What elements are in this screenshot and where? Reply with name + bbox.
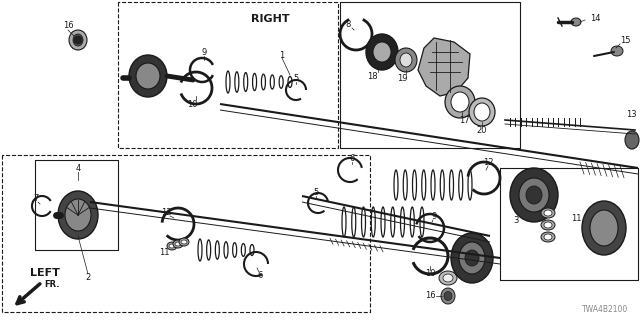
Ellipse shape	[444, 292, 452, 300]
Ellipse shape	[73, 34, 83, 46]
Ellipse shape	[173, 240, 183, 248]
Text: 6: 6	[257, 271, 262, 281]
Ellipse shape	[544, 222, 552, 228]
Text: 5: 5	[314, 188, 319, 196]
Text: 20: 20	[477, 125, 487, 134]
Ellipse shape	[459, 242, 485, 274]
Ellipse shape	[541, 232, 555, 242]
Text: 13: 13	[626, 109, 637, 118]
Text: 1: 1	[280, 51, 285, 60]
Text: 6: 6	[349, 154, 355, 163]
Ellipse shape	[129, 55, 167, 97]
Text: 3: 3	[513, 215, 518, 225]
Ellipse shape	[544, 234, 552, 240]
Ellipse shape	[541, 208, 555, 218]
Ellipse shape	[465, 250, 479, 266]
Text: FR.: FR.	[44, 280, 60, 289]
Ellipse shape	[611, 46, 623, 56]
Text: 16: 16	[425, 292, 435, 300]
Ellipse shape	[469, 98, 495, 126]
Text: TWA4B2100: TWA4B2100	[582, 305, 628, 314]
Text: 16: 16	[63, 20, 74, 29]
Ellipse shape	[366, 34, 398, 70]
Ellipse shape	[439, 271, 457, 285]
Text: 18: 18	[367, 71, 378, 81]
Ellipse shape	[541, 220, 555, 230]
Text: 19: 19	[397, 74, 407, 83]
Ellipse shape	[400, 53, 412, 67]
Ellipse shape	[441, 288, 455, 304]
Text: 17: 17	[459, 116, 469, 124]
Ellipse shape	[169, 244, 175, 248]
Text: 8: 8	[346, 20, 351, 28]
Ellipse shape	[451, 92, 469, 112]
Text: 12: 12	[161, 207, 172, 217]
Ellipse shape	[167, 242, 177, 250]
Ellipse shape	[136, 63, 160, 89]
Text: 9: 9	[431, 212, 436, 220]
Ellipse shape	[179, 238, 189, 246]
Text: 2: 2	[85, 274, 91, 283]
Text: 9: 9	[202, 47, 207, 57]
Text: 10: 10	[425, 269, 435, 278]
Ellipse shape	[510, 168, 558, 222]
Text: LEFT: LEFT	[30, 268, 60, 278]
Text: 5: 5	[293, 74, 299, 83]
Ellipse shape	[590, 210, 618, 246]
Circle shape	[74, 36, 82, 44]
Ellipse shape	[519, 178, 549, 212]
Ellipse shape	[181, 240, 187, 244]
Ellipse shape	[445, 86, 475, 118]
Ellipse shape	[373, 42, 391, 62]
Text: 15: 15	[620, 36, 630, 44]
Ellipse shape	[69, 30, 87, 50]
Ellipse shape	[625, 131, 639, 149]
Polygon shape	[418, 38, 470, 96]
Ellipse shape	[443, 274, 453, 282]
Text: 7: 7	[33, 194, 38, 203]
Ellipse shape	[526, 186, 542, 204]
Text: 10: 10	[187, 100, 197, 108]
Text: RIGHT: RIGHT	[251, 14, 289, 24]
Ellipse shape	[451, 233, 493, 283]
Ellipse shape	[544, 210, 552, 216]
Text: 11: 11	[571, 213, 581, 222]
Ellipse shape	[474, 103, 490, 121]
Ellipse shape	[395, 48, 417, 72]
Ellipse shape	[571, 18, 581, 26]
Ellipse shape	[582, 201, 626, 255]
Text: 14: 14	[590, 13, 600, 22]
Ellipse shape	[65, 199, 91, 231]
Ellipse shape	[175, 242, 181, 246]
Text: 12: 12	[483, 157, 493, 166]
Text: 11: 11	[159, 247, 169, 257]
Text: 4: 4	[76, 164, 81, 172]
Ellipse shape	[58, 191, 98, 239]
